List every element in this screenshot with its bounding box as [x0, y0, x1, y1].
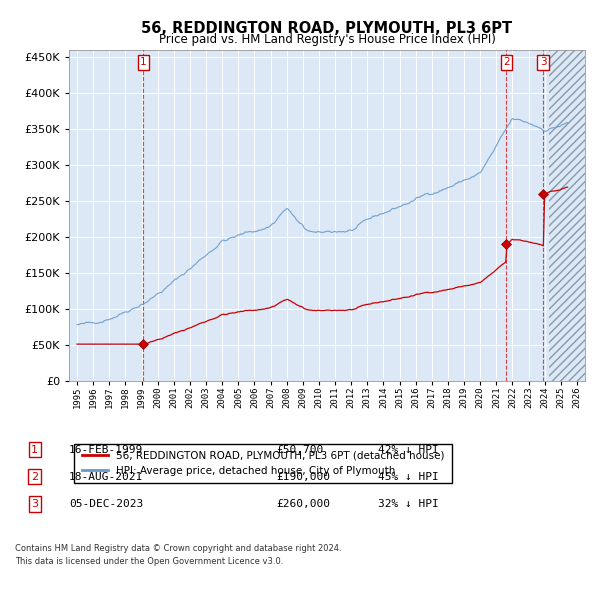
Text: £50,700: £50,700 [276, 445, 323, 454]
Text: Price paid vs. HM Land Registry's House Price Index (HPI): Price paid vs. HM Land Registry's House … [158, 33, 496, 46]
Text: 45% ↓ HPI: 45% ↓ HPI [378, 472, 439, 481]
Text: 2: 2 [503, 57, 510, 67]
Text: 56, REDDINGTON ROAD, PLYMOUTH, PL3 6PT: 56, REDDINGTON ROAD, PLYMOUTH, PL3 6PT [142, 21, 512, 35]
Text: 42% ↓ HPI: 42% ↓ HPI [378, 445, 439, 454]
Text: 1: 1 [31, 445, 38, 454]
Text: 2: 2 [31, 472, 38, 481]
Text: 18-AUG-2021: 18-AUG-2021 [69, 472, 143, 481]
Text: Contains HM Land Registry data © Crown copyright and database right 2024.: Contains HM Land Registry data © Crown c… [15, 545, 341, 553]
Text: £190,000: £190,000 [276, 472, 330, 481]
Text: This data is licensed under the Open Government Licence v3.0.: This data is licensed under the Open Gov… [15, 558, 283, 566]
Text: 3: 3 [540, 57, 547, 67]
Text: 1: 1 [140, 57, 147, 67]
Text: 32% ↓ HPI: 32% ↓ HPI [378, 499, 439, 509]
Legend: 56, REDDINGTON ROAD, PLYMOUTH, PL3 6PT (detached house), HPI: Average price, det: 56, REDDINGTON ROAD, PLYMOUTH, PL3 6PT (… [74, 444, 452, 483]
Bar [549, 50, 585, 381]
Text: 05-DEC-2023: 05-DEC-2023 [69, 499, 143, 509]
Text: £260,000: £260,000 [276, 499, 330, 509]
Text: 16-FEB-1999: 16-FEB-1999 [69, 445, 143, 454]
Text: 3: 3 [31, 499, 38, 509]
